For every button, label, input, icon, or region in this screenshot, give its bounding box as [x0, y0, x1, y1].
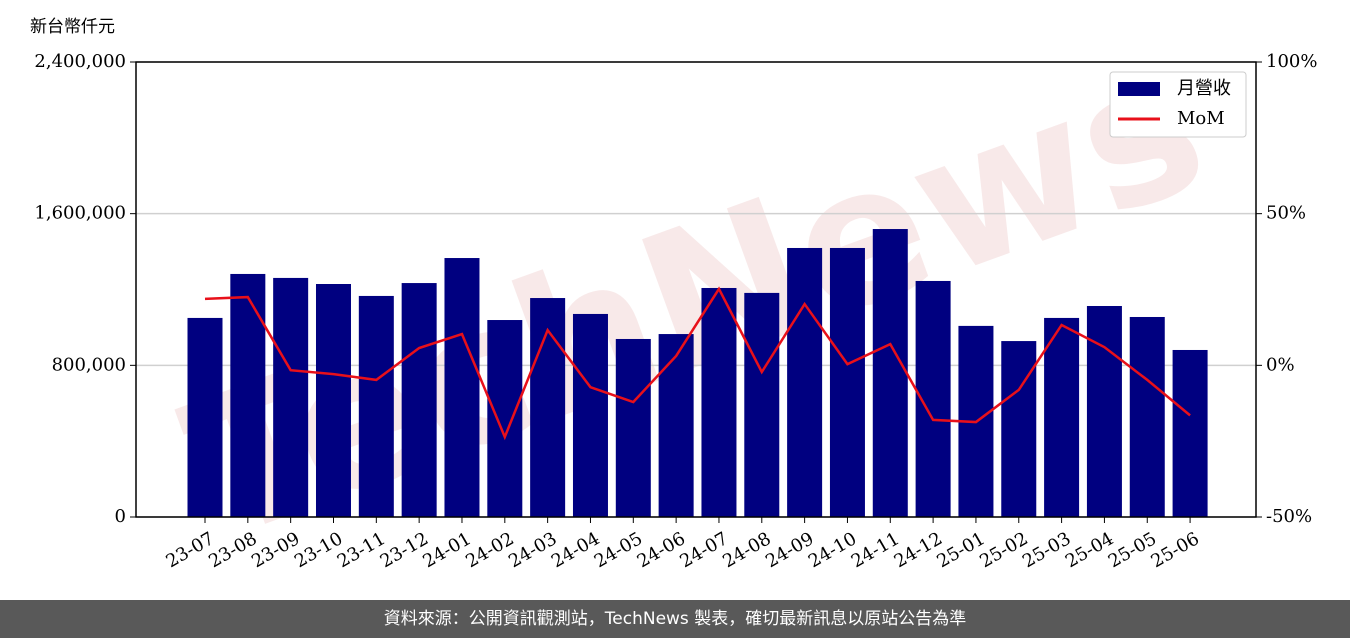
legend-label: MoM	[1177, 108, 1225, 129]
x-tick-label: 24-11	[848, 528, 903, 572]
x-tick-label: 25-06	[1148, 528, 1203, 572]
bar	[658, 334, 694, 517]
bar	[572, 313, 608, 517]
footer: 資料來源：公開資訊觀測站，TechNews 製表，確切最新訊息以原站公告為準	[0, 600, 1350, 638]
x-tick-label: 23-07	[162, 528, 217, 572]
bar	[530, 298, 566, 517]
mom-line	[204, 286, 1191, 441]
bar	[787, 247, 823, 517]
bar	[187, 317, 223, 517]
y2-tick-label: 0%	[1266, 354, 1295, 375]
bar	[829, 247, 865, 517]
x-tick-label: 24-04	[548, 528, 603, 572]
bar	[230, 273, 266, 517]
x-tick-label: 25-04	[1062, 528, 1117, 572]
y-unit-label: 新台幣仟元	[30, 17, 115, 37]
x-tick-label: 25-03	[1019, 528, 1074, 572]
legend-swatch	[1118, 82, 1160, 96]
x-tick-label: 24-08	[719, 528, 774, 572]
y2-tick-label: 100%	[1266, 51, 1317, 72]
x-tick-label: 23-12	[377, 528, 432, 572]
x-tick-label: 24-06	[634, 528, 689, 572]
chart: 新台幣仟元 TechNews 0800,0001,600,0002,400,00…	[30, 13, 1317, 582]
bar	[1001, 341, 1037, 517]
y-tick-label: 0	[115, 506, 126, 527]
plot-frame	[135, 61, 1257, 518]
bar	[1044, 317, 1080, 517]
legend: 月營收 MoM	[1109, 71, 1247, 138]
bar	[701, 287, 737, 517]
legend-label: 月營收	[1177, 78, 1231, 99]
x-tick-label: 25-05	[1105, 528, 1160, 572]
bar	[1172, 349, 1208, 517]
x-tick-label: 25-01	[933, 528, 988, 572]
y-tick-label: 800,000	[52, 354, 126, 375]
bar	[744, 292, 780, 517]
bar	[1086, 305, 1122, 517]
x-tick-label: 25-02	[976, 528, 1031, 572]
bar	[615, 338, 651, 517]
x-tick-label: 24-09	[762, 528, 817, 572]
x-tick-label: 24-05	[591, 528, 646, 572]
bar	[401, 283, 437, 517]
bar	[444, 258, 480, 517]
bar	[358, 295, 394, 517]
x-tick-label: 24-01	[419, 528, 474, 572]
bar	[1129, 316, 1165, 517]
y2-tick-label: -50%	[1266, 506, 1312, 527]
y2-tick-label: 50%	[1266, 203, 1306, 224]
x-tick-label: 24-10	[805, 528, 860, 572]
x-tick-label: 24-03	[505, 528, 560, 572]
bar	[872, 229, 908, 517]
bar	[273, 277, 309, 517]
y-tick-label: 2,400,000	[34, 51, 126, 72]
bar	[487, 320, 523, 517]
x-tick-label: 24-12	[891, 528, 946, 572]
x-tick-label: 24-07	[676, 528, 731, 572]
y-tick-label: 1,600,000	[34, 203, 126, 224]
bar	[315, 284, 351, 517]
x-tick-label: 24-02	[462, 528, 517, 572]
